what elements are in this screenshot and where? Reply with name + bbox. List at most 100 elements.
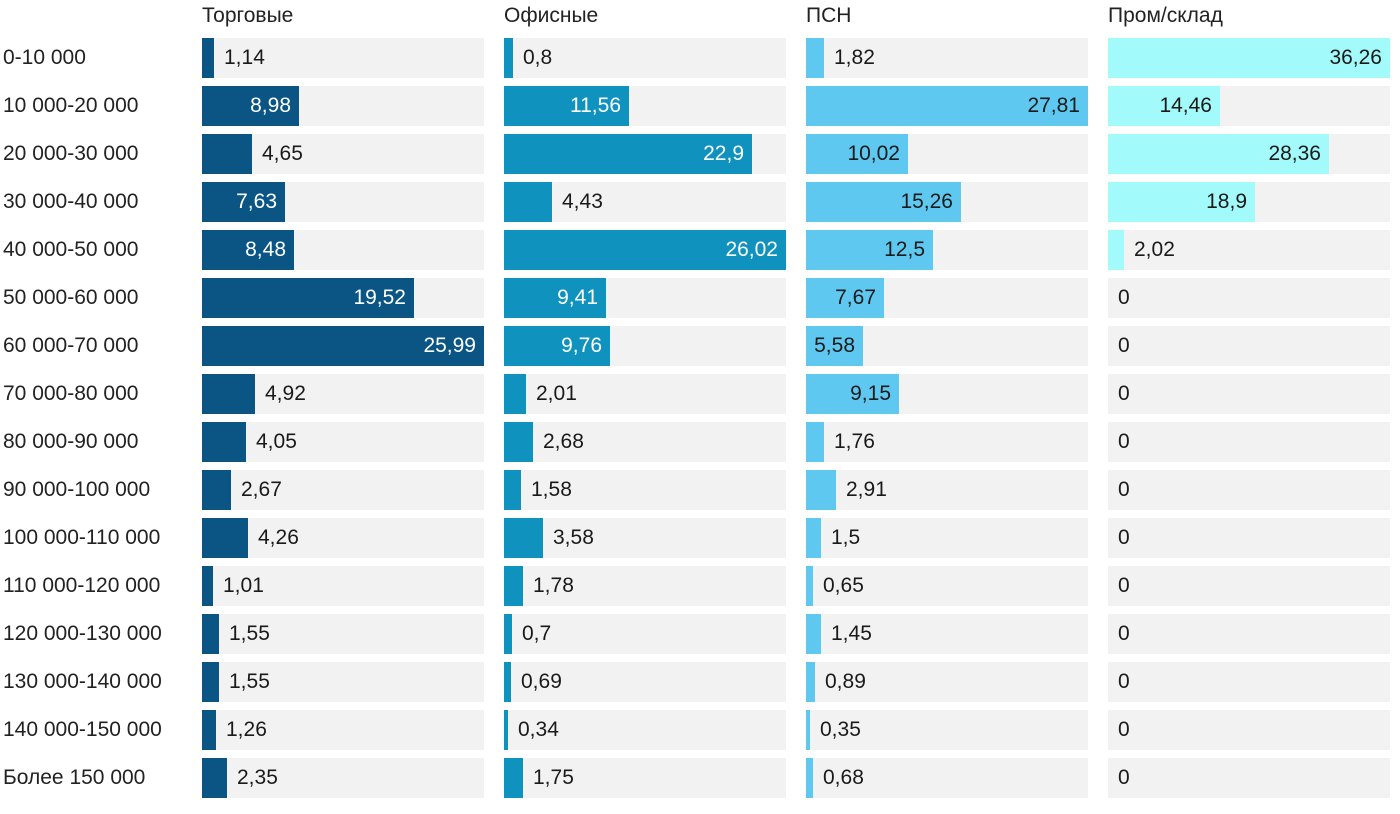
bar-track: 28,36	[1108, 134, 1390, 174]
bar	[1108, 38, 1390, 78]
row-label: 130 000-140 000	[3, 670, 162, 693]
bar-track: 4,92	[202, 374, 484, 414]
bar	[504, 758, 523, 798]
bar	[504, 518, 543, 558]
bar-track: 0	[1108, 278, 1390, 318]
bar-track: 1,58	[504, 470, 786, 510]
bar-track: 1,5	[806, 518, 1088, 558]
bar	[202, 230, 294, 270]
bar-track: 0,34	[504, 710, 786, 750]
value-label: 9,76	[561, 334, 602, 357]
value-label: 10,02	[847, 142, 900, 165]
bar-track: 9,15	[806, 374, 1088, 414]
bar-track: 0	[1108, 326, 1390, 366]
bar	[202, 758, 227, 798]
value-label: 0	[1118, 622, 1130, 645]
bar	[806, 662, 815, 702]
value-label: 27,81	[1027, 94, 1080, 117]
row-label: 100 000-110 000	[3, 526, 161, 549]
value-label: 0,65	[823, 574, 864, 597]
bar-track: 0,89	[806, 662, 1088, 702]
value-label: 7,67	[835, 286, 876, 309]
value-label: 0	[1118, 574, 1130, 597]
bar	[504, 38, 513, 78]
column-title: Торговые	[202, 4, 294, 27]
value-label: 1,58	[531, 478, 572, 501]
bar-track: 14,46	[1108, 86, 1390, 126]
row-label: 120 000-130 000	[3, 622, 162, 645]
bar-track: 1,76	[806, 422, 1088, 462]
bar	[806, 470, 836, 510]
row-label: 140 000-150 000	[3, 718, 162, 741]
row-label: Более 150 000	[3, 766, 146, 789]
value-label: 1,78	[533, 574, 574, 597]
value-label: 2,68	[543, 430, 584, 453]
bar-track: 1,45	[806, 614, 1088, 654]
value-label: 0	[1118, 334, 1130, 357]
bar-track: 0	[1108, 614, 1390, 654]
bar	[806, 230, 933, 270]
bar	[806, 134, 908, 174]
bar	[202, 566, 213, 606]
bar	[806, 518, 821, 558]
bar-track: 0	[1108, 662, 1390, 702]
bar-track: 10,02	[806, 134, 1088, 174]
value-label: 2,02	[1134, 238, 1175, 261]
row-label: 10 000-20 000	[3, 94, 139, 117]
value-label: 1,45	[831, 622, 872, 645]
value-label: 1,75	[533, 766, 574, 789]
value-label: 28,36	[1268, 142, 1321, 165]
bar	[806, 374, 899, 414]
bar-track: 0	[1108, 518, 1390, 558]
bar-track: 0,35	[806, 710, 1088, 750]
bar-track: 2,91	[806, 470, 1088, 510]
bar-track: 1,82	[806, 38, 1088, 78]
value-label: 1,01	[223, 574, 264, 597]
bar-track: 27,81	[806, 86, 1088, 126]
value-label: 4,43	[562, 190, 603, 213]
row-label: 90 000-100 000	[3, 478, 151, 501]
bar	[806, 710, 810, 750]
value-label: 3,58	[553, 526, 594, 549]
value-label: 15,26	[900, 190, 953, 213]
value-label: 4,65	[262, 142, 303, 165]
value-label: 4,92	[265, 382, 306, 405]
bar	[202, 422, 246, 462]
bar	[806, 38, 824, 78]
bar	[202, 134, 252, 174]
bar-track: 4,43	[504, 182, 786, 222]
value-label: 18,9	[1206, 190, 1247, 213]
bar-track: 2,02	[1108, 230, 1390, 270]
bar	[504, 134, 752, 174]
bar-track: 18,9	[1108, 182, 1390, 222]
value-label: 1,55	[229, 670, 270, 693]
column-title: Пром/склад	[1108, 4, 1223, 27]
bar	[504, 86, 629, 126]
value-label: 0,8	[523, 46, 553, 69]
bar-track: 7,63	[202, 182, 484, 222]
bar	[806, 422, 824, 462]
bar	[504, 710, 508, 750]
bar	[806, 182, 961, 222]
bar	[1108, 134, 1329, 174]
bar-track: 1,78	[504, 566, 786, 606]
bar-track: 0,8	[504, 38, 786, 78]
bar-track: 8,48	[202, 230, 484, 270]
value-label: 14,46	[1159, 94, 1212, 117]
row-label: 50 000-60 000	[3, 286, 139, 309]
value-label: 0,34	[518, 718, 559, 741]
bar-track: 0	[1108, 566, 1390, 606]
bar	[806, 614, 821, 654]
bar-track: 5,58	[806, 326, 1088, 366]
column-title: Офисные	[504, 4, 599, 27]
column-title: ПСН	[806, 4, 852, 27]
bar-track: 0	[1108, 470, 1390, 510]
value-label: 1,5	[831, 526, 861, 549]
value-label: 0,68	[823, 766, 864, 789]
bar	[1108, 86, 1220, 126]
bar-track: 0,65	[806, 566, 1088, 606]
bar-track: 11,56	[504, 86, 786, 126]
value-label: 1,14	[224, 46, 265, 69]
value-label: 0,89	[825, 670, 866, 693]
